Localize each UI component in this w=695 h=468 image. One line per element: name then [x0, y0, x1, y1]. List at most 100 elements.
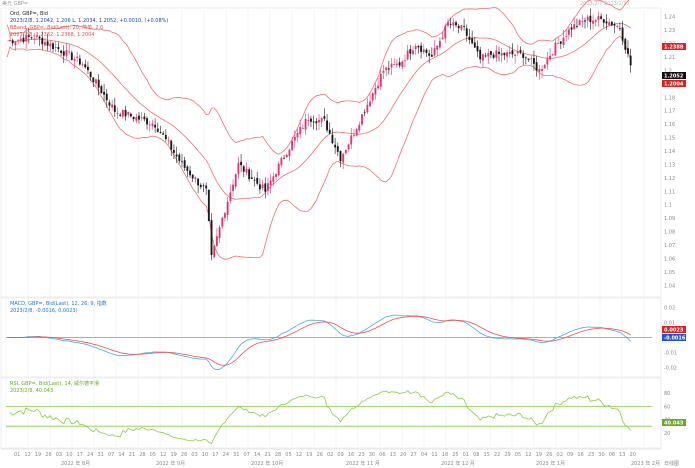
candle-body: [422, 49, 425, 53]
candle-body: [146, 118, 148, 125]
candle-body: [100, 86, 103, 94]
candle-body: [379, 73, 382, 87]
candle-body: [264, 183, 267, 192]
candle-body: [506, 52, 509, 57]
candle-body: [541, 69, 543, 71]
price-tick-label: 1.04: [664, 283, 675, 289]
x-tick-label: 10: [66, 452, 72, 458]
candle-body: [320, 118, 323, 122]
price-tick-label: 1.09: [664, 216, 675, 222]
candle-body: [256, 177, 259, 184]
candle-body: [594, 20, 597, 22]
candle-body: [156, 128, 159, 132]
candle-body: [371, 92, 374, 101]
x-tick-label: 01: [14, 452, 20, 458]
candle-body: [309, 118, 312, 122]
price-tick-label: 1.18: [664, 95, 675, 101]
x-tick-label: 23: [588, 452, 594, 458]
candle-body: [468, 36, 471, 41]
candle-body: [546, 58, 549, 65]
candle-body: [143, 116, 146, 120]
x-tick-label: 19: [536, 452, 542, 458]
candle-body: [124, 109, 127, 117]
x-period-label: 2023 年 1月: [536, 460, 565, 467]
x-tick-label: 31: [97, 452, 103, 458]
candle-body: [589, 15, 592, 22]
candle-body: [449, 23, 452, 25]
candle-body: [62, 51, 65, 56]
candle-body: [412, 50, 414, 54]
candle-body: [430, 54, 433, 57]
candle-body: [618, 28, 621, 29]
macd-tick-label: -0.01: [664, 351, 677, 357]
candle-body: [35, 35, 38, 37]
candle-body: [14, 41, 17, 46]
x-tick-label: 25: [452, 452, 458, 458]
price-tick-label: 1.08: [664, 230, 675, 236]
main-title: Ord, GBP=, Bid: [10, 11, 48, 17]
x-tick-label: 20: [630, 452, 636, 458]
candle-body: [164, 134, 167, 140]
x-tick-label: 16: [577, 452, 583, 458]
price-tick-label: 1.06: [664, 256, 675, 262]
signal-line: [7, 315, 631, 366]
macd-tick-label: -0.02: [664, 366, 677, 372]
candle-body: [119, 114, 122, 116]
x-period-label: 2022 年 11 月: [346, 460, 380, 467]
candle-body: [602, 19, 605, 23]
candle-body: [390, 63, 393, 68]
rsi-tick-label: 80: [664, 391, 670, 397]
candle-body: [465, 28, 468, 36]
candle-body: [253, 179, 256, 181]
candle-body: [175, 154, 178, 157]
x-tick-label: 17: [212, 452, 218, 458]
candle-body: [514, 54, 517, 57]
rsi-line-path: [9, 390, 632, 445]
candle-body: [291, 140, 294, 151]
x-tick-label: 01: [463, 452, 469, 458]
candle-body: [586, 16, 589, 21]
x-tick-label: 05: [515, 452, 521, 458]
x-tick-label: 05: [150, 452, 156, 458]
macd-title: MACD, GBP=, Bid(Last), 12, 26, 9, 指数: [10, 300, 107, 307]
candle-body: [347, 144, 350, 150]
rsi-pane-frame: [0, 377, 662, 449]
candle-body: [538, 69, 541, 72]
candle-body: [248, 169, 251, 180]
x-tick-label: 17: [77, 452, 83, 458]
price-tick-label: 1.16: [664, 122, 675, 128]
candle-body: [307, 120, 310, 121]
candle-body: [409, 49, 412, 54]
candle-body: [167, 140, 170, 142]
candle-body: [398, 62, 401, 66]
x-tick-label: 24: [223, 452, 229, 458]
x-tick-label: 09: [337, 452, 343, 458]
candle-body: [240, 161, 243, 166]
candle-body: [395, 63, 398, 65]
candle-body: [205, 185, 208, 189]
rsi-title: RSI, GBP=, Bid(Last), 14, 威尔德平滑: [10, 380, 99, 387]
svg-text:1.2004: 1.2004: [664, 82, 684, 88]
candle-body: [573, 24, 576, 30]
x-period-label: 2022 年 9月: [156, 460, 185, 467]
candle-body: [624, 38, 627, 50]
price-tick-label: 1.24: [664, 15, 675, 21]
x-period-label: 2022 年 8月: [61, 460, 90, 467]
candlestick-series[interactable]: [9, 8, 632, 261]
x-tick-label: 31: [233, 452, 239, 458]
lower-band-tag: 1.2004: [662, 80, 686, 88]
x-tick-label: 30: [598, 452, 604, 458]
macd-tag: 0.0023: [662, 326, 686, 334]
candle-body: [73, 59, 76, 61]
candle-body: [436, 45, 439, 50]
candle-body: [283, 157, 286, 159]
candle-body: [9, 39, 11, 41]
candle-body: [447, 22, 449, 26]
price-tick-label: 1.21: [664, 55, 675, 61]
candle-body: [81, 64, 84, 66]
x-tick-label: 13: [619, 452, 625, 458]
candle-body: [229, 192, 232, 201]
candle-body: [54, 47, 57, 48]
candle-body: [89, 71, 92, 78]
